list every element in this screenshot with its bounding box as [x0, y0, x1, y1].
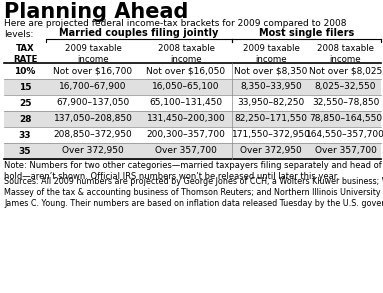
- Text: 2008 taxable
income: 2008 taxable income: [157, 44, 214, 64]
- Text: 82,250–171,550: 82,250–171,550: [234, 115, 308, 124]
- Text: Not over $16,700: Not over $16,700: [54, 67, 133, 76]
- Text: 2008 taxable
income: 2008 taxable income: [317, 44, 374, 64]
- Text: Planning Ahead: Planning Ahead: [4, 2, 188, 22]
- Text: 8,025–32,550: 8,025–32,550: [315, 83, 376, 91]
- Text: Over 372,950: Over 372,950: [62, 146, 124, 156]
- Text: Not over $16,050: Not over $16,050: [146, 67, 226, 76]
- Text: Not over $8,350: Not over $8,350: [234, 67, 308, 76]
- Text: 171,550–372,950: 171,550–372,950: [232, 130, 311, 139]
- Text: Over 357,700: Over 357,700: [155, 146, 217, 156]
- Text: 33,950–82,250: 33,950–82,250: [237, 98, 304, 108]
- Text: Over 372,950: Over 372,950: [240, 146, 302, 156]
- Text: 25: 25: [19, 98, 31, 108]
- Text: 67,900–137,050: 67,900–137,050: [56, 98, 129, 108]
- Text: 10%: 10%: [14, 67, 36, 76]
- Bar: [4, 143, 381, 159]
- Text: Married couples filing jointly: Married couples filing jointly: [59, 28, 219, 38]
- Text: TAX
RATE: TAX RATE: [13, 44, 37, 64]
- Text: 16,700–67,900: 16,700–67,900: [59, 83, 127, 91]
- Text: 33: 33: [19, 130, 31, 139]
- Text: Most single filers: Most single filers: [259, 28, 354, 38]
- Text: 200,300–357,700: 200,300–357,700: [147, 130, 226, 139]
- Text: 164,550–357,700: 164,550–357,700: [306, 130, 383, 139]
- Text: 8,350–33,950: 8,350–33,950: [240, 83, 302, 91]
- Bar: [4, 111, 381, 127]
- Text: 16,050–65,100: 16,050–65,100: [152, 83, 220, 91]
- Text: 32,550–78,850: 32,550–78,850: [312, 98, 379, 108]
- Text: Here are projected federal income-tax brackets for 2009 compared to 2008
levels:: Here are projected federal income-tax br…: [4, 19, 347, 40]
- Text: 131,450–200,300: 131,450–200,300: [147, 115, 225, 124]
- Bar: [4, 79, 381, 95]
- Text: 15: 15: [19, 83, 31, 91]
- Text: 78,850–164,550: 78,850–164,550: [309, 115, 382, 124]
- Text: 65,100–131,450: 65,100–131,450: [149, 98, 223, 108]
- Text: 208,850–372,950: 208,850–372,950: [54, 130, 133, 139]
- Text: Note: Numbers for two other categories—married taxpayers filing separately and h: Note: Numbers for two other categories—m…: [4, 161, 383, 181]
- Text: Over 357,700: Over 357,700: [314, 146, 376, 156]
- Text: 137,050–208,850: 137,050–208,850: [54, 115, 133, 124]
- Text: 35: 35: [19, 146, 31, 156]
- Text: Not over $8,025: Not over $8,025: [309, 67, 382, 76]
- Text: 2009 taxable
income: 2009 taxable income: [65, 44, 121, 64]
- Text: 2009 taxable
income: 2009 taxable income: [242, 44, 300, 64]
- Text: 28: 28: [19, 115, 31, 124]
- Text: Sources: All 2009 numbers are projected by George Jones of CCH, a Wolters Kluwer: Sources: All 2009 numbers are projected …: [4, 177, 383, 208]
